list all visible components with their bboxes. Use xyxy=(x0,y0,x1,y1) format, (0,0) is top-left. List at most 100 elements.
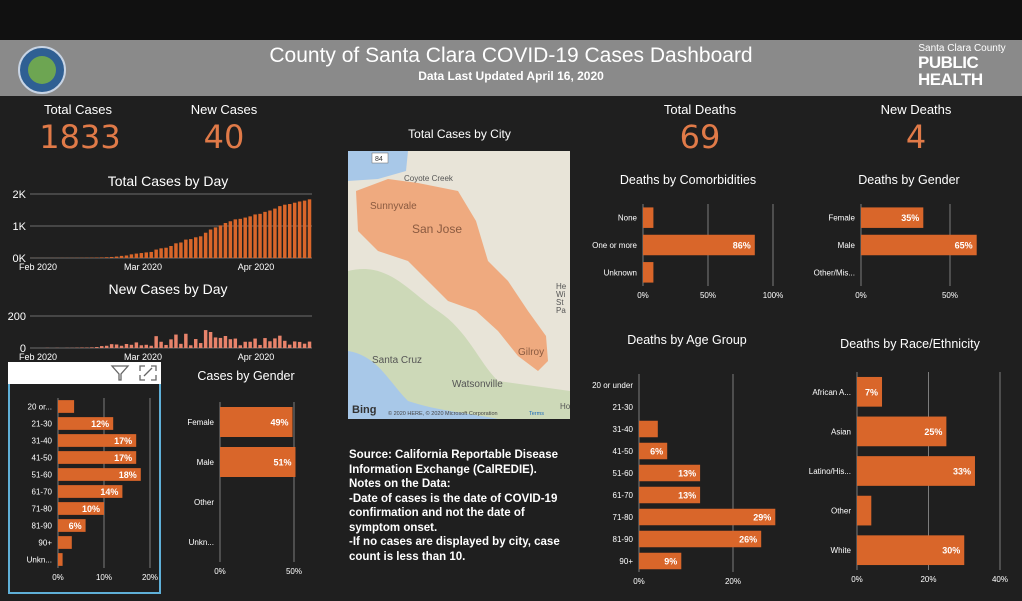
category-label: Asian xyxy=(831,427,851,436)
bar xyxy=(198,343,203,348)
bar xyxy=(857,495,872,526)
source-line: Information Exchange (CalREDIE). xyxy=(349,463,537,476)
bar xyxy=(179,242,183,258)
category-label: 71-80 xyxy=(613,513,634,522)
bar xyxy=(58,468,141,481)
map-canvas: 84 Coyote Creek Sunnyvale San Jose Santa… xyxy=(348,151,570,419)
x-tick-label: Apr 2020 xyxy=(238,262,275,272)
bar xyxy=(124,255,129,258)
category-label: Other xyxy=(831,507,851,516)
deaths-by-gender-chart[interactable]: Deaths by Gender 0% 50% Female 35% Male 65% Oth… xyxy=(808,170,983,310)
map-label-pa: Pa xyxy=(556,306,566,315)
bar xyxy=(154,336,158,348)
x-tick-label: 0% xyxy=(633,577,645,586)
chart-title: Deaths by Age Group xyxy=(627,333,747,347)
bar xyxy=(114,256,119,258)
category-label: 81-90 xyxy=(613,535,634,544)
bar xyxy=(220,447,296,477)
bar xyxy=(149,251,153,258)
data-label: 7% xyxy=(865,387,878,397)
new-cases-value: 40 xyxy=(203,118,245,156)
data-label: 33% xyxy=(953,467,971,477)
x-tick-label: 0% xyxy=(52,573,64,582)
category-label: Male xyxy=(838,241,856,250)
bay-water xyxy=(348,351,498,419)
bing-logo: Bing xyxy=(352,404,376,416)
header-banner: County of Santa Clara COVID-19 Cases Das… xyxy=(0,40,1022,96)
category-label: 20 or... xyxy=(28,403,52,412)
category-label: Male xyxy=(197,458,215,467)
bar xyxy=(95,347,99,348)
bar xyxy=(129,254,134,258)
page-title: County of Santa Clara COVID-19 Cases Das… xyxy=(269,44,753,67)
bar xyxy=(90,347,94,348)
deaths-by-race-chart[interactable]: Deaths by Race/Ethnicity 0% 20% 40% African … xyxy=(805,334,1020,596)
category-label: 51-60 xyxy=(613,469,634,478)
bar xyxy=(203,330,208,348)
category-label: Latino/His... xyxy=(809,467,851,476)
data-label: 17% xyxy=(114,436,132,446)
chart-title: Deaths by Race/Ethnicity xyxy=(840,337,980,351)
bar xyxy=(174,334,178,348)
x-tick-label: Feb 2020 xyxy=(19,352,57,362)
ph-logo-small: Santa Clara County xyxy=(918,43,1006,54)
category-label: 51-60 xyxy=(32,471,53,480)
bar xyxy=(58,400,75,413)
map-label-coyote: Coyote Creek xyxy=(404,174,454,183)
bar xyxy=(159,341,163,348)
cases-by-gender-chart[interactable]: Cases by Gender 0% 50% Female 49% Male 51% Othe… xyxy=(170,368,320,588)
category-label: None xyxy=(618,214,638,223)
category-label: 71-80 xyxy=(32,505,53,514)
map-label-santa-cruz: Santa Cruz xyxy=(372,355,422,366)
bar xyxy=(109,256,114,258)
seal-emblem xyxy=(28,56,56,84)
top-bar xyxy=(0,0,1022,40)
bar xyxy=(114,344,119,348)
bar xyxy=(208,229,213,258)
category-label: 90+ xyxy=(38,539,52,548)
cases-by-city-map[interactable]: 84 Coyote Creek Sunnyvale San Jose Santa… xyxy=(348,151,570,419)
total-cases-value: 1833 xyxy=(39,118,121,156)
bar xyxy=(184,239,188,258)
x-tick-label: 20% xyxy=(725,577,741,586)
cases-by-age-chart[interactable]: 0% 10% 20% 20 or... 21-30 12% 31-40 17% 41-50 17%… xyxy=(8,384,161,594)
category-label: 41-50 xyxy=(32,454,53,463)
bar xyxy=(100,257,104,258)
x-tick-label: 0% xyxy=(855,291,867,300)
map-terms-link[interactable]: Terms xyxy=(529,411,544,417)
x-tick-label: Mar 2020 xyxy=(124,262,162,272)
x-tick-label: 40% xyxy=(992,575,1008,584)
public-health-logo: Santa Clara County PUBLIC HEALTH xyxy=(912,43,1012,93)
data-label: 10% xyxy=(82,504,100,514)
focus-mode-icon[interactable] xyxy=(138,364,158,382)
x-tick-label: 50% xyxy=(700,291,716,300)
bar xyxy=(857,416,947,447)
chart-title: New Cases by Day xyxy=(108,281,227,297)
visual-header-toolbar xyxy=(8,362,161,384)
deaths-by-comorbidities-chart[interactable]: Deaths by Comorbidities 0% 50% 100% None One … xyxy=(585,170,785,310)
bar xyxy=(263,338,267,348)
map-label-84: 84 xyxy=(375,156,383,163)
deaths-by-age-chart[interactable]: Deaths by Age Group 0% 20% 20 or under 21-30… xyxy=(585,330,785,596)
y-tick-label: 0K xyxy=(13,253,27,265)
source-line: symptom onset. xyxy=(349,521,438,534)
bar xyxy=(144,344,148,348)
bar xyxy=(149,345,153,348)
bar xyxy=(292,202,297,258)
source-line: -If no cases are displayed by city, case xyxy=(349,536,560,548)
bar xyxy=(134,253,139,258)
total-cases-label: Total Cases xyxy=(44,102,112,117)
bar xyxy=(861,234,977,256)
bar xyxy=(58,553,63,566)
filter-icon[interactable] xyxy=(110,364,130,382)
bar xyxy=(223,336,228,348)
bar xyxy=(179,343,183,348)
bar xyxy=(263,211,267,258)
map-label-st: St xyxy=(556,298,564,307)
bar xyxy=(144,252,148,258)
bar xyxy=(302,343,307,348)
bar xyxy=(184,333,188,348)
x-tick-label: Mar 2020 xyxy=(124,352,162,362)
